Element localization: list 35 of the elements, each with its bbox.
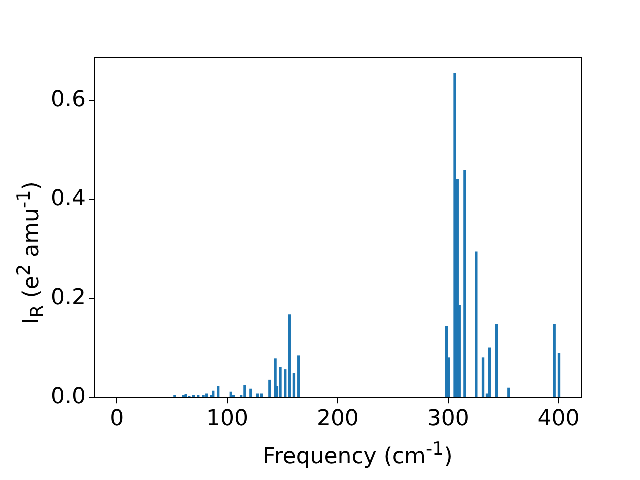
bar: [212, 390, 215, 398]
bar: [475, 252, 478, 398]
x-tick-label: 0: [110, 406, 124, 432]
bar: [268, 380, 272, 398]
bar: [274, 358, 277, 398]
bar: [250, 388, 252, 398]
bar: [508, 388, 510, 398]
y-tick-label: 0.4: [50, 186, 86, 212]
bar: [217, 386, 220, 398]
bar: [488, 348, 492, 398]
x-axis-title: Frequency (cm$^{-1}$): [262, 438, 454, 470]
bar: [464, 170, 466, 398]
y-tick-label: 0.6: [50, 87, 86, 112]
bar: [230, 392, 232, 398]
bar: [288, 314, 292, 398]
bar: [206, 394, 208, 398]
bar: [184, 394, 188, 398]
bar: [454, 73, 456, 398]
bar: [495, 324, 498, 398]
x-tick-label: 400: [538, 406, 580, 432]
bar: [292, 374, 296, 398]
x-tick-label: 300: [427, 406, 470, 432]
bar: [256, 394, 260, 398]
x-tick-label: 100: [206, 406, 249, 432]
bar: [558, 353, 561, 398]
bar: [279, 367, 282, 398]
bar: [244, 385, 246, 398]
y-tick-label: 0.0: [50, 384, 86, 410]
y-tick-label: 0.2: [50, 285, 86, 310]
bar: [553, 324, 556, 398]
bar: [482, 358, 485, 398]
bar: [260, 394, 264, 398]
bar: [298, 356, 300, 398]
bar: [284, 370, 287, 398]
x-tick-label: 200: [316, 406, 359, 432]
